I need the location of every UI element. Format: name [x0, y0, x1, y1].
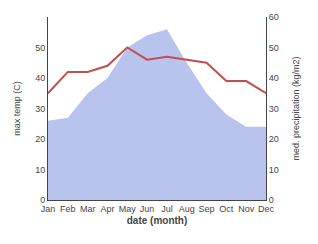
- svg-text:Jul: Jul: [161, 204, 173, 214]
- svg-text:10: 10: [35, 165, 45, 175]
- svg-text:med. precipitation (kg/m2): med. precipitation (kg/m2): [291, 56, 301, 160]
- svg-text:40: 40: [269, 73, 279, 83]
- svg-text:Sep: Sep: [199, 204, 215, 214]
- svg-text:Oct: Oct: [219, 204, 234, 214]
- svg-text:40: 40: [35, 73, 45, 83]
- svg-text:0: 0: [40, 195, 45, 205]
- svg-text:Apr: Apr: [100, 204, 114, 214]
- svg-text:Nov: Nov: [238, 204, 255, 214]
- svg-text:30: 30: [35, 104, 45, 114]
- svg-text:10: 10: [269, 165, 279, 175]
- svg-text:Dec: Dec: [258, 204, 275, 214]
- svg-text:Jan: Jan: [41, 204, 56, 214]
- svg-text:Feb: Feb: [60, 204, 76, 214]
- svg-text:Mar: Mar: [80, 204, 96, 214]
- svg-text:Jun: Jun: [140, 204, 155, 214]
- svg-text:60: 60: [269, 12, 279, 22]
- svg-text:20: 20: [35, 134, 45, 144]
- svg-text:30: 30: [269, 104, 279, 114]
- svg-text:Aug: Aug: [179, 204, 195, 214]
- svg-text:0: 0: [269, 195, 274, 205]
- svg-text:May: May: [119, 204, 137, 214]
- svg-text:50: 50: [269, 43, 279, 53]
- svg-text:max temp (C): max temp (C): [12, 81, 22, 136]
- svg-text:20: 20: [269, 134, 279, 144]
- svg-text:50: 50: [35, 43, 45, 53]
- svg-text:date (month): date (month): [127, 215, 188, 226]
